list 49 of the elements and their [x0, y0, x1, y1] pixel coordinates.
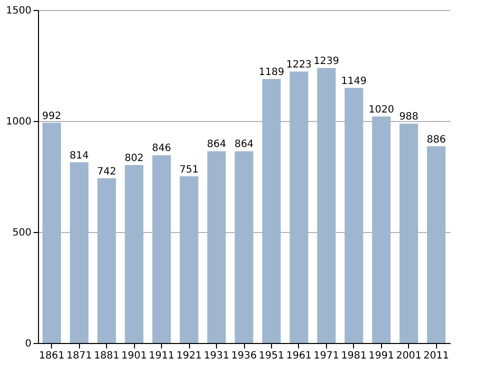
bar [180, 176, 198, 343]
data-label: 1149 [341, 76, 367, 87]
data-label: 802 [124, 152, 144, 164]
x-tick-label: 1931 [204, 350, 230, 362]
data-label: 1223 [286, 59, 312, 70]
x-tick-label: 1951 [258, 350, 284, 362]
data-label: 1239 [314, 56, 340, 67]
x-tick-label: 2011 [424, 350, 449, 362]
x-tick-label: 1981 [341, 350, 367, 362]
y-tick-label: 0 [25, 338, 32, 350]
x-tick-label: 1871 [66, 350, 92, 362]
y-tick-label: 1000 [6, 116, 32, 128]
data-label: 846 [152, 143, 172, 154]
bar [344, 88, 364, 343]
data-label: 864 [234, 139, 254, 150]
x-tick-label: 1921 [176, 350, 202, 362]
data-label: 1020 [368, 104, 394, 116]
x-tick-label: 1901 [121, 350, 147, 362]
data-label: 988 [399, 112, 418, 123]
data-label: 1189 [258, 67, 284, 78]
bar [372, 116, 391, 343]
bar [152, 155, 171, 343]
x-tick-label: 1971 [314, 350, 340, 362]
x-tick-label: 1936 [231, 350, 257, 362]
bar [124, 164, 144, 343]
y-tick-label: 1500 [6, 6, 32, 16]
bar [262, 79, 281, 343]
data-label: 992 [42, 110, 62, 122]
x-tick-label: 1991 [368, 350, 394, 362]
bar [207, 151, 226, 343]
bar [70, 162, 88, 343]
bar [317, 68, 336, 343]
x-tick-label: 1911 [148, 350, 174, 362]
y-tick-label: 500 [12, 228, 32, 238]
bar [426, 146, 446, 343]
x-tick-label: 1861 [39, 350, 64, 362]
x-tick-label: 1961 [286, 350, 312, 362]
data-label: 742 [97, 166, 116, 178]
data-label: 814 [70, 150, 89, 162]
data-label: 886 [426, 134, 446, 146]
bar [234, 151, 254, 343]
x-tick-label: 1881 [94, 350, 120, 362]
data-label: 864 [206, 139, 226, 150]
bar [97, 178, 116, 343]
bar [290, 71, 308, 343]
bar [400, 124, 418, 343]
data-label: 751 [180, 164, 199, 176]
x-tick-label: 2001 [396, 350, 422, 362]
bar [42, 122, 62, 343]
